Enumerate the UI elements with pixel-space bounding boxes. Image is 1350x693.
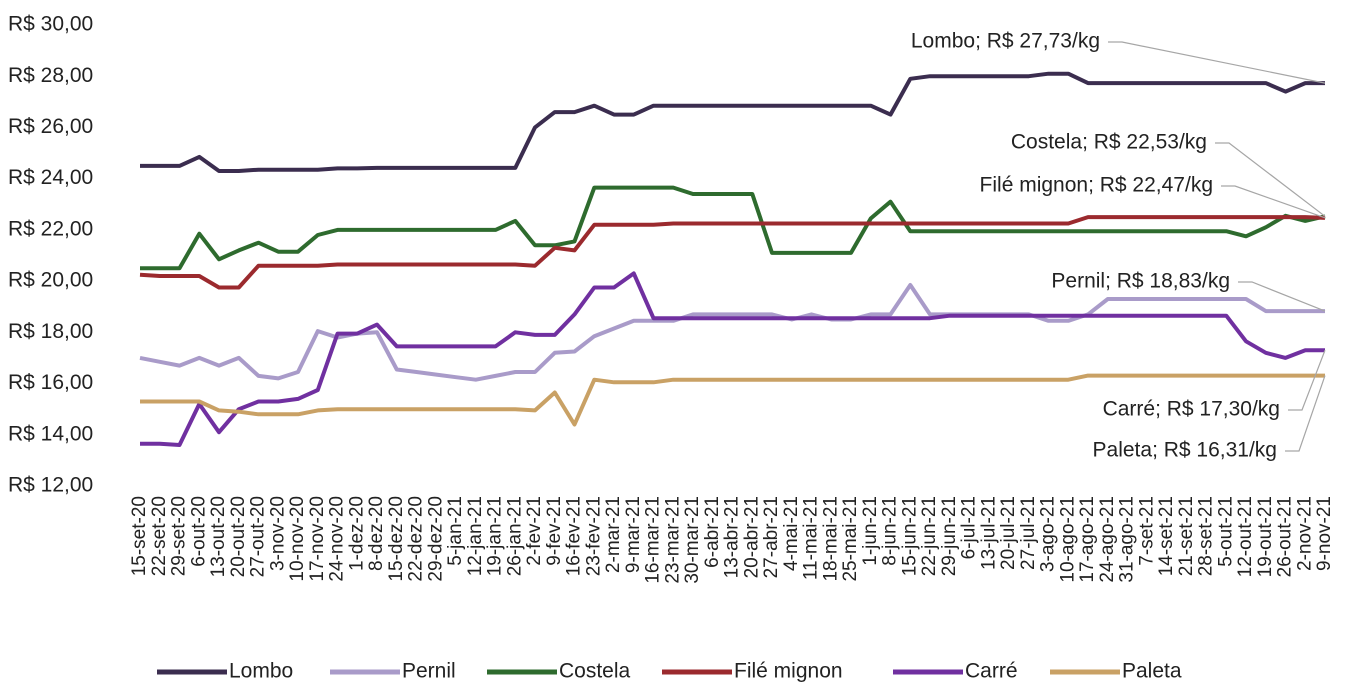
x-tick-label: 9-nov-21 bbox=[1314, 496, 1335, 571]
x-tick-label: 17-ago-21 bbox=[1077, 496, 1098, 583]
x-tick-label: 12-out-21 bbox=[1235, 496, 1256, 577]
x-tick-label: 29-jun-21 bbox=[939, 496, 960, 576]
x-tick-label: 5-out-21 bbox=[1215, 496, 1236, 567]
x-tick-label: 24-ago-21 bbox=[1097, 496, 1118, 583]
x-tick-label: 5-jan-21 bbox=[445, 496, 466, 566]
x-tick-label: 13-jul-21 bbox=[978, 496, 999, 570]
x-tick-label: 18-mai-21 bbox=[820, 496, 841, 582]
x-tick-label: 6-jul-21 bbox=[959, 496, 980, 559]
annotation: Costela; R$ 22,53/kg bbox=[1011, 131, 1207, 154]
legend-label: Pernil bbox=[402, 660, 456, 683]
x-tick-label: 23-fev-21 bbox=[583, 496, 604, 576]
x-tick-label: 13-abr-21 bbox=[722, 496, 743, 578]
legend-label: Lombo bbox=[229, 660, 293, 683]
annotation: Pernil; R$ 18,83/kg bbox=[1051, 270, 1230, 293]
x-tick-label: 20-abr-21 bbox=[741, 496, 762, 578]
x-tick-label: 21-set-21 bbox=[1176, 496, 1197, 576]
y-tick-label: R$ 16,00 bbox=[8, 371, 93, 394]
x-tick-label: 20-jul-21 bbox=[998, 496, 1019, 570]
x-tick-label: 1-jun-21 bbox=[860, 496, 881, 566]
y-tick-label: R$ 12,00 bbox=[8, 474, 93, 497]
x-tick-label: 2-fev-21 bbox=[524, 496, 545, 566]
y-tick-label: R$ 24,00 bbox=[8, 166, 93, 189]
x-tick-label: 22-dez-20 bbox=[406, 496, 427, 582]
annotation: Carré; R$ 17,30/kg bbox=[1103, 398, 1280, 421]
x-tick-label: 27-abr-21 bbox=[761, 496, 782, 578]
x-tick-label: 15-set-20 bbox=[129, 496, 150, 576]
x-tick-label: 10-ago-21 bbox=[1057, 496, 1078, 583]
x-tick-label: 27-jul-21 bbox=[1018, 496, 1039, 570]
annotation: Paleta; R$ 16,31/kg bbox=[1093, 439, 1277, 462]
series-line bbox=[140, 71, 1325, 173]
x-tick-label: 24-nov-20 bbox=[327, 496, 348, 582]
x-tick-label: 22-jun-21 bbox=[919, 496, 940, 576]
x-tick-label: 11-mai-21 bbox=[801, 496, 822, 580]
leader-line bbox=[1108, 41, 1326, 84]
leader-line bbox=[1221, 185, 1326, 219]
x-tick-label: 12-jan-21 bbox=[465, 496, 486, 576]
x-tick-label: 25-mai-21 bbox=[840, 496, 861, 582]
legend-label: Paleta bbox=[1122, 660, 1182, 683]
legend-label: Costela bbox=[559, 660, 631, 683]
leader-line bbox=[1215, 142, 1326, 217]
x-tick-label: 10-nov-20 bbox=[287, 496, 308, 582]
x-tick-label: 4-mai-21 bbox=[781, 496, 802, 571]
x-tick-label: 17-nov-20 bbox=[307, 496, 328, 582]
x-tick-label: 19-jan-21 bbox=[485, 496, 506, 576]
x-tick-label: 8-dez-20 bbox=[366, 496, 387, 571]
x-tick-label: 26-jan-21 bbox=[504, 496, 525, 576]
x-tick-label: 23-mar-21 bbox=[662, 496, 683, 584]
leader-line bbox=[1285, 375, 1326, 452]
x-tick-label: 15-dez-20 bbox=[386, 496, 407, 582]
x-tick-label: 29-dez-20 bbox=[425, 496, 446, 582]
leader-line bbox=[1238, 281, 1326, 312]
series-line bbox=[139, 215, 1326, 290]
x-tick-label: 30-mar-21 bbox=[682, 496, 703, 584]
leader-line bbox=[1288, 350, 1326, 411]
x-tick-label: 28-set-21 bbox=[1196, 496, 1217, 576]
y-tick-label: R$ 28,00 bbox=[8, 64, 93, 87]
y-tick-label: R$ 30,00 bbox=[8, 13, 93, 36]
x-tick-label: 3-nov-20 bbox=[267, 496, 288, 571]
annotation: Lombo; R$ 27,73/kg bbox=[911, 30, 1100, 53]
x-tick-label: 15-jun-21 bbox=[899, 496, 920, 576]
x-tick-label: 2-nov-21 bbox=[1294, 496, 1315, 571]
y-tick-label: R$ 20,00 bbox=[8, 269, 93, 292]
x-tick-label: 14-set-21 bbox=[1156, 496, 1177, 576]
x-tick-label: 8-jun-21 bbox=[880, 496, 901, 566]
x-tick-label: 3-ago-21 bbox=[1038, 496, 1059, 572]
x-tick-label: 9-mar-21 bbox=[623, 496, 644, 573]
x-tick-label: 19-out-21 bbox=[1255, 496, 1276, 577]
x-tick-label: 1-dez-20 bbox=[346, 496, 367, 571]
legend-label: Carré bbox=[965, 660, 1018, 683]
x-tick-label: 13-out-20 bbox=[208, 496, 229, 577]
x-tick-label: 7-set-21 bbox=[1136, 496, 1157, 566]
x-tick-label: 2-mar-21 bbox=[603, 496, 624, 573]
y-tick-label: R$ 26,00 bbox=[8, 115, 93, 138]
x-tick-label: 26-out-21 bbox=[1275, 496, 1296, 577]
series-line bbox=[140, 185, 1326, 271]
y-tick-label: R$ 14,00 bbox=[8, 422, 93, 445]
x-tick-label: 9-fev-21 bbox=[544, 496, 565, 566]
series-line bbox=[140, 271, 1325, 447]
series-line bbox=[140, 373, 1325, 427]
x-tick-label: 16-mar-21 bbox=[643, 496, 664, 584]
x-tick-label: 29-set-20 bbox=[169, 496, 190, 576]
y-tick-label: R$ 22,00 bbox=[8, 217, 93, 240]
x-tick-label: 16-fev-21 bbox=[564, 496, 585, 576]
legend-label: Filé mignon bbox=[734, 660, 843, 683]
x-tick-label: 22-set-20 bbox=[149, 496, 170, 576]
annotation: Filé mignon; R$ 22,47/kg bbox=[980, 174, 1213, 197]
x-tick-label: 6-abr-21 bbox=[702, 496, 723, 568]
x-tick-label: 20-out-20 bbox=[228, 496, 249, 577]
x-tick-label: 31-ago-21 bbox=[1117, 496, 1138, 583]
x-tick-label: 6-out-20 bbox=[188, 496, 209, 567]
y-tick-label: R$ 18,00 bbox=[8, 320, 93, 343]
x-tick-label: 27-out-20 bbox=[248, 496, 269, 577]
series-line bbox=[139, 283, 1325, 382]
